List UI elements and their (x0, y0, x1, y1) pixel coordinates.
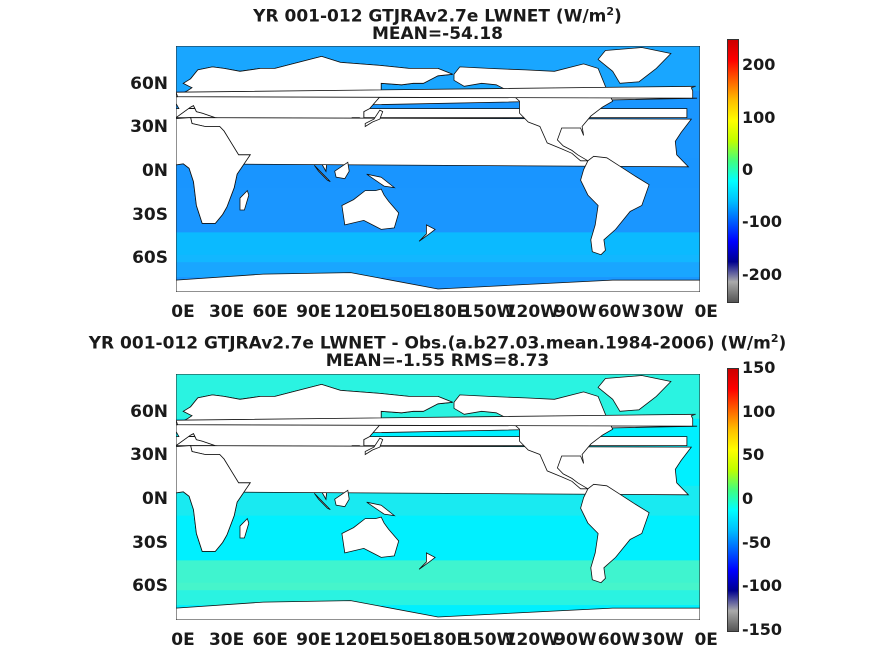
lon-label: 30E (208, 302, 245, 322)
panel1-map (176, 46, 700, 292)
lon-label: 60E (252, 302, 288, 322)
lon-label: 30W (641, 302, 684, 322)
colorbar-tick-label: -50 (742, 532, 771, 552)
colorbar-tick-label: -100 (742, 576, 783, 596)
southamerica-landmass (580, 155, 650, 256)
field-band (176, 582, 700, 606)
panel1-lat-label: 0N (141, 161, 168, 181)
panel2-title-text: YR 001-012 GTJRAv2.7e LWNET - Obs.(a.b27… (88, 333, 771, 354)
colorbar-tick-label: 0 (742, 489, 754, 508)
colorbar-tick-label: 0 (742, 160, 754, 179)
panel1-title-close: ) (614, 6, 622, 27)
lon-label: 60W (597, 630, 641, 650)
newguinea-landmass (366, 501, 396, 517)
australia-landmass (341, 188, 400, 230)
lon-label: 30W (641, 630, 684, 650)
panel1-lat-label: 30N (130, 117, 168, 137)
nz-landmass (418, 552, 436, 570)
greenland-landmass (597, 47, 672, 84)
panel1-map-svg (176, 46, 700, 292)
sumatra-landmass (313, 493, 331, 511)
borneo-landmass (334, 161, 350, 180)
colorbar-tick-label: 200 (742, 55, 776, 75)
panel1-title-superscript: 2 (606, 5, 615, 18)
colorbar-tick-label: 100 (742, 107, 776, 127)
antarctica-landmass (176, 272, 700, 292)
panel2-title-close: ) (778, 333, 787, 354)
lon-label: 60W (597, 302, 641, 322)
antarctica-landmass (176, 600, 700, 620)
lon-label: 0E (694, 302, 718, 322)
panel1-lat-label: 60S (132, 248, 168, 268)
panel2-title: YR 001-012 GTJRAv2.7e LWNET - Obs.(a.b27… (0, 329, 875, 354)
lon-label: 150W (461, 302, 516, 322)
lon-label: 0E (694, 630, 718, 650)
lon-label: 180E (421, 630, 469, 650)
colorbar-tick-label: 50 (742, 445, 765, 465)
panel1-mean: MEAN=-54.18 (372, 24, 503, 44)
japan-landmass (364, 109, 384, 128)
southamerica-landmass (580, 483, 650, 584)
madagascar-landmass (239, 517, 250, 539)
panel2-lat-label: 60N (130, 402, 168, 422)
panel2-lat-label: 60S (132, 576, 168, 596)
panel2-map (176, 374, 700, 620)
lon-label: 120W (504, 630, 559, 650)
panel2-colorbar (727, 368, 739, 632)
lon-label: 120W (504, 302, 559, 322)
japan-landmass (364, 437, 384, 456)
sumatra-landmass (313, 165, 331, 183)
field-band (176, 254, 700, 278)
lon-label: 150W (461, 630, 516, 650)
lon-label: 60E (252, 630, 288, 650)
lon-label: 180E (421, 302, 469, 322)
panel2-lat-label: 0N (141, 489, 168, 509)
panel1-lat-label: 30S (132, 205, 168, 225)
lon-label: 90E (296, 630, 332, 650)
panel2-map-svg (176, 374, 700, 620)
madagascar-landmass (239, 189, 250, 211)
panel2-title-superscript: 2 (770, 332, 779, 345)
lon-label: 120E (333, 302, 381, 322)
colorbar-tick-label: 100 (742, 401, 776, 421)
panel2-lat-label: 30N (130, 445, 168, 465)
lon-label: 150E (377, 630, 425, 650)
colorbar-tick-label: -100 (742, 212, 783, 232)
colorbar-tick-label: 150 (742, 358, 776, 377)
colorbar-tick-label: -150 (742, 620, 783, 639)
lon-label: 0E (171, 630, 195, 650)
panel2-lat-label: 30S (132, 533, 168, 553)
africa-landmass-wrap (176, 445, 251, 552)
greenland-landmass (597, 375, 672, 412)
australia-landmass (341, 516, 400, 558)
panel1-title-text: YR 001-012 GTJRAv2.7e LWNET (W/m (253, 6, 607, 27)
panel1-lat-label: 60N (130, 74, 168, 94)
nz-landmass (418, 224, 436, 242)
lon-label: 120E (333, 630, 381, 650)
borneo-landmass (334, 489, 350, 508)
colorbar-tick-label: -200 (742, 264, 783, 284)
africa-landmass-wrap (176, 117, 251, 224)
lon-label: 0E (171, 302, 195, 322)
panel1-title: YR 001-012 GTJRAv2.7e LWNET (W/m2) (0, 2, 875, 27)
panel1-colorbar (727, 39, 739, 303)
lon-label: 30E (208, 630, 245, 650)
lon-label: 90W (554, 630, 597, 650)
lon-label: 90E (296, 302, 332, 322)
newguinea-landmass (366, 173, 396, 189)
lon-label: 150E (377, 302, 425, 322)
panel2-stats: MEAN=-1.55 RMS=8.73 (325, 351, 550, 371)
lon-label: 90W (554, 302, 597, 322)
